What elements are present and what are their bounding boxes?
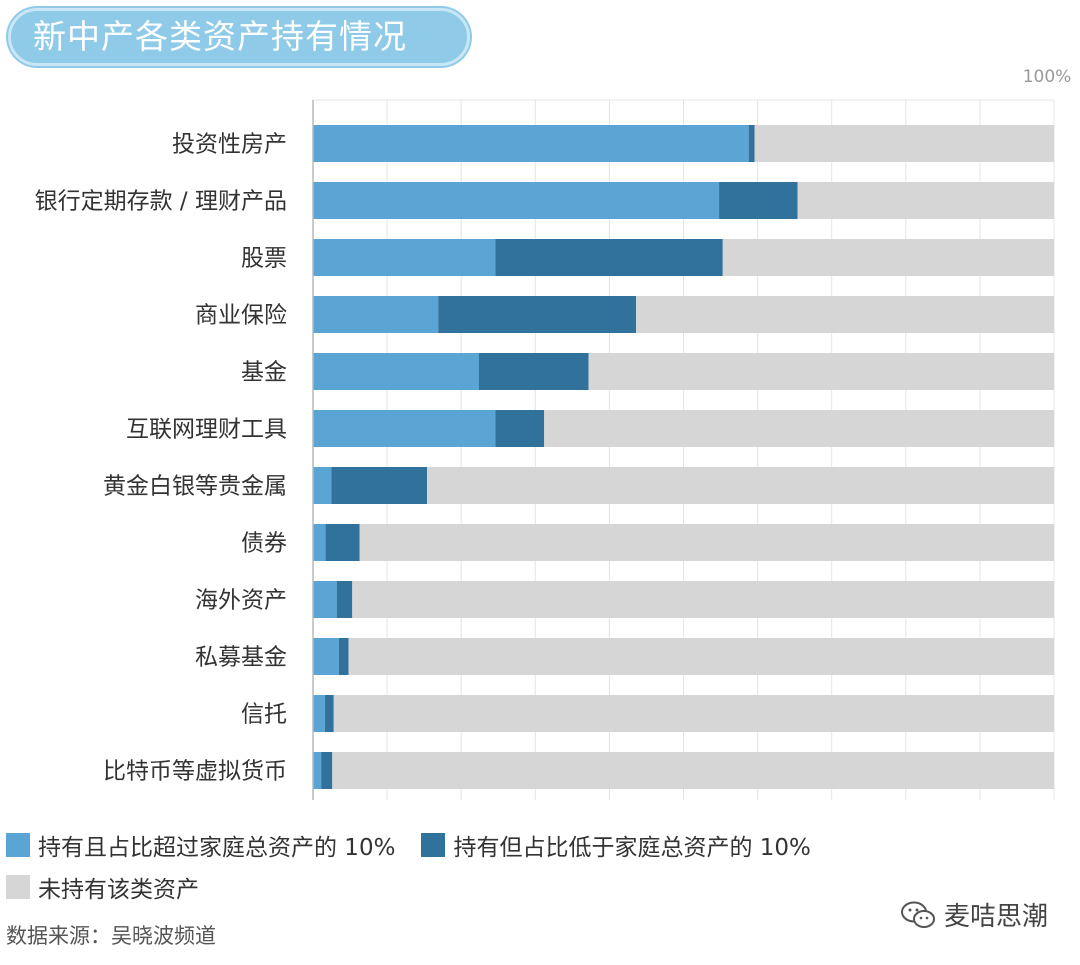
bar-8-not-held	[359, 524, 1055, 561]
bars	[313, 125, 1055, 789]
category-label-7: 黄金白银等贵金属	[103, 474, 287, 500]
category-label-4: 商业保险	[195, 303, 287, 329]
bar-3-under-10	[495, 239, 723, 276]
chart-title: 新中产各类资产持有情况	[8, 8, 470, 66]
bar-10-over-10	[313, 638, 339, 675]
category-label-3: 股票	[241, 246, 287, 272]
legend-label-under-10: 持有但占比低于家庭总资产的 10%	[453, 835, 811, 861]
bar-8-over-10	[313, 524, 326, 561]
bar-4-over-10	[313, 296, 439, 333]
bar-9-under-10	[336, 581, 353, 618]
bar-4-under-10	[438, 296, 637, 333]
legend-item-over-10: 持有且占比超过家庭总资产的 10%	[6, 828, 395, 862]
bar-2-under-10	[719, 182, 798, 219]
legend-item-not-held: 未持有该类资产	[6, 870, 199, 904]
legend-row-2: 未持有该类资产	[6, 870, 1076, 904]
legend: 持有且占比超过家庭总资产的 10% 持有但占比低于家庭总资产的 10% 未持有该…	[6, 828, 1076, 912]
bar-1-under-10	[748, 125, 755, 162]
bar-7-over-10	[313, 467, 332, 504]
category-label-8: 债券	[241, 531, 287, 557]
bar-1-over-10	[313, 125, 749, 162]
bar-11-under-10	[324, 695, 334, 732]
category-label-2: 银行定期存款 / 理财产品	[35, 189, 287, 215]
bar-9-over-10	[313, 581, 337, 618]
bar-4-not-held	[636, 296, 1054, 333]
legend-swatch-under-10	[421, 833, 446, 857]
bar-10-not-held	[348, 638, 1054, 675]
category-label-9: 海外资产	[195, 588, 287, 614]
bar-3-over-10	[313, 239, 496, 276]
bar-5-under-10	[478, 353, 589, 390]
category-label-5: 基金	[241, 360, 287, 386]
legend-swatch-over-10	[6, 833, 30, 857]
bar-10-under-10	[338, 638, 349, 675]
legend-label-not-held: 未持有该类资产	[38, 877, 199, 903]
bar-5-not-held	[588, 353, 1054, 390]
bar-7-not-held	[427, 467, 1054, 504]
category-label-1: 投资性房产	[172, 132, 287, 158]
bar-11-over-10	[313, 695, 325, 732]
legend-item-under-10: 持有但占比低于家庭总资产的 10%	[421, 828, 811, 862]
legend-swatch-not-held	[6, 875, 30, 899]
bar-1-not-held	[754, 125, 1054, 162]
data-source: 数据来源：吴晓波频道	[6, 924, 216, 948]
wechat-icon	[900, 901, 935, 928]
category-label-6: 互联网理财工具	[126, 417, 287, 443]
bar-5-over-10	[313, 353, 479, 390]
x-tick-label-100: 100%	[1023, 67, 1072, 87]
category-label-11: 信托	[241, 702, 287, 728]
bar-12-under-10	[321, 752, 333, 789]
bar-12-over-10	[313, 752, 322, 789]
bar-2-not-held	[797, 182, 1054, 219]
bar-6-over-10	[313, 410, 496, 447]
bar-11-not-held	[333, 695, 1054, 732]
bar-7-under-10	[331, 467, 428, 504]
legend-row-1: 持有且占比超过家庭总资产的 10% 持有但占比低于家庭总资产的 10%	[6, 828, 1076, 862]
bar-12-not-held	[332, 752, 1054, 789]
bar-3-not-held	[722, 239, 1054, 276]
watermark: 麦咭思潮	[900, 896, 1048, 933]
category-label-12: 比特币等虚拟货币	[103, 759, 287, 785]
legend-label-over-10: 持有且占比超过家庭总资产的 10%	[38, 835, 396, 861]
bar-6-under-10	[495, 410, 545, 447]
bar-6-not-held	[544, 410, 1054, 447]
watermark-text: 麦咭思潮	[943, 902, 1048, 932]
category-label-10: 私募基金	[195, 645, 287, 671]
bar-9-not-held	[352, 581, 1054, 618]
bar-2-over-10	[313, 182, 720, 219]
bar-8-under-10	[325, 524, 360, 561]
